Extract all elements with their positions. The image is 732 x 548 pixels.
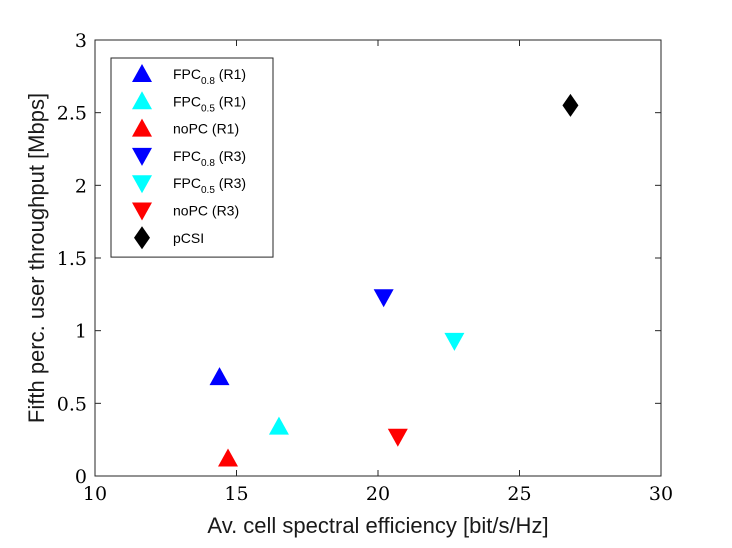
x-axis-label: Av. cell spectral efficiency [bit/s/Hz] xyxy=(207,513,548,538)
data-markers xyxy=(209,93,579,467)
legend-label-main: FPC xyxy=(173,66,201,82)
y-tick-label: 0.5 xyxy=(57,393,87,415)
legend-label-suffix: (R3) xyxy=(215,175,246,191)
legend-marker xyxy=(132,202,152,221)
y-tick-label: 1.5 xyxy=(57,248,87,270)
legend-label-suffix: (R1) xyxy=(215,93,246,109)
legend-label-subscript: 0.5 xyxy=(201,103,215,114)
legend-label: FPC0.5 (R3) xyxy=(173,175,246,196)
y-tick-label: 1 xyxy=(75,321,87,343)
legend-label-subscript: 0.8 xyxy=(201,76,215,87)
legend-label-main: FPC xyxy=(173,175,201,191)
data-point xyxy=(268,416,289,435)
y-axis: 0 0.5 1 1.5 2 2.5 3 xyxy=(57,30,661,488)
legend-label: FPC0.5 (R1) xyxy=(173,93,246,114)
legend-marker xyxy=(132,175,152,194)
legend-label-subscript: 0.8 xyxy=(201,158,215,169)
legend-label: noPC (R1) xyxy=(173,121,239,137)
y-tick-label: 2.5 xyxy=(57,103,87,125)
legend-label: pCSI xyxy=(173,230,204,246)
legend-label-subscript: 0.5 xyxy=(201,185,215,196)
x-tick-label: 30 xyxy=(649,483,673,505)
data-point xyxy=(387,428,408,447)
x-tick-label: 10 xyxy=(83,483,107,505)
y-axis-label: Fifth perc. user throughput [Mbps] xyxy=(24,93,49,423)
x-axis: 10 15 20 25 30 xyxy=(83,40,673,505)
legend-marker xyxy=(134,226,150,250)
legend-label-main: pCSI xyxy=(173,230,204,246)
legend-label-main: FPC xyxy=(173,93,201,109)
y-tick-label: 0 xyxy=(75,466,87,488)
y-tick-label: 3 xyxy=(75,30,87,52)
data-point xyxy=(562,93,579,117)
y-tick-label: 2 xyxy=(75,175,87,197)
legend-label-main: FPC xyxy=(173,148,201,164)
x-tick-label: 15 xyxy=(224,483,248,505)
data-point xyxy=(218,448,239,467)
data-point xyxy=(209,367,230,386)
legend-marker xyxy=(132,118,152,137)
legend-label: FPC0.8 (R1) xyxy=(173,66,246,87)
legend-label-main: noPC (R3) xyxy=(173,203,239,219)
legend-marker xyxy=(132,64,152,82)
legend-marker xyxy=(132,91,152,110)
data-point xyxy=(444,332,465,351)
legend-label: noPC (R3) xyxy=(173,203,239,219)
legend-label: FPC0.8 (R3) xyxy=(173,148,246,169)
legend-label-suffix: (R1) xyxy=(215,66,246,82)
x-tick-label: 25 xyxy=(507,483,531,505)
legend-label-main: noPC (R1) xyxy=(173,121,239,137)
legend-marker xyxy=(132,147,152,166)
x-tick-label: 20 xyxy=(366,483,390,505)
legend-label-suffix: (R3) xyxy=(215,148,246,164)
data-point xyxy=(373,289,394,308)
legend: FPC0.8 (R1)FPC0.5 (R1)noPC (R1)FPC0.8 (R… xyxy=(110,57,274,258)
